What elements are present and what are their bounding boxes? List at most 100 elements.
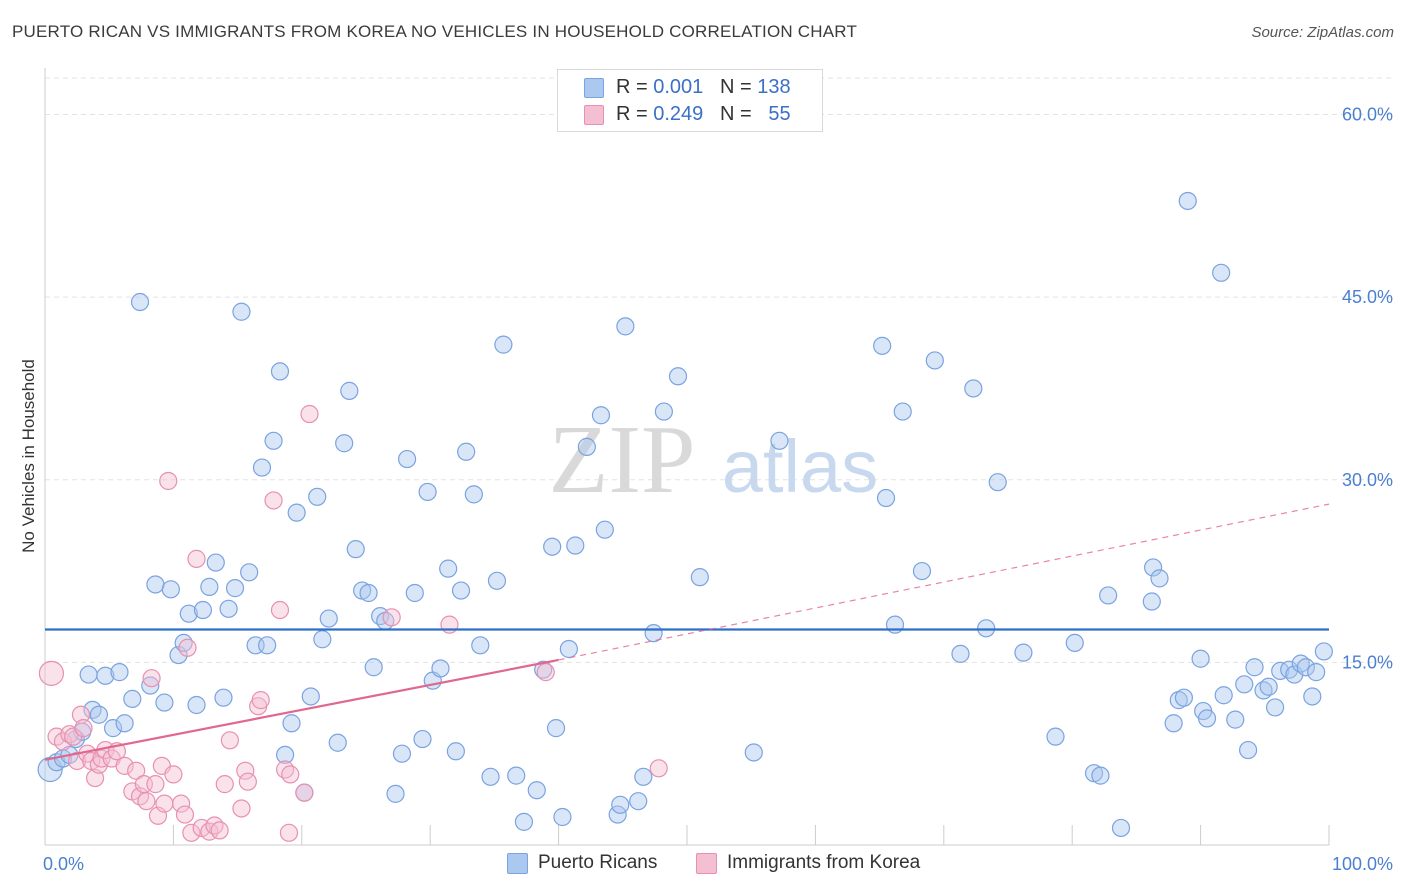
data-point <box>308 487 327 506</box>
data-point <box>654 402 673 421</box>
data-point <box>287 503 306 522</box>
data-point <box>1142 592 1161 611</box>
data-point <box>457 442 476 461</box>
data-point <box>1111 818 1131 838</box>
data-point <box>925 351 944 370</box>
legend-swatch-pink <box>584 105 604 125</box>
data-point <box>123 689 142 709</box>
data-point <box>110 663 129 682</box>
data-point <box>1296 658 1315 677</box>
chart-source: Source: ZipAtlas.com <box>1251 24 1394 41</box>
chart-title: PUERTO RICAN VS IMMIGRANTS FROM KOREA NO… <box>12 22 858 41</box>
data-point <box>295 783 314 802</box>
data-point <box>200 577 219 596</box>
data-point <box>182 823 201 842</box>
data-point <box>232 799 251 818</box>
legend-r-value: 0.001 <box>653 76 704 98</box>
data-point <box>264 431 283 450</box>
data-point <box>300 404 319 424</box>
data-point <box>873 336 892 355</box>
y-tick-label: 15.0% <box>1342 652 1393 672</box>
data-point <box>546 719 566 738</box>
axes <box>44 68 1330 846</box>
data-point <box>225 579 245 598</box>
data-point <box>1046 727 1065 746</box>
data-point <box>319 609 338 628</box>
data-point <box>240 563 259 582</box>
data-point <box>690 568 709 587</box>
data-point <box>141 676 160 695</box>
data-point <box>89 705 109 724</box>
data-point <box>770 431 789 450</box>
data-point <box>172 794 191 813</box>
data-point <box>1091 766 1110 785</box>
data-point <box>193 600 213 620</box>
data-point <box>527 781 546 800</box>
data-point <box>1143 558 1163 577</box>
data-point <box>301 687 320 706</box>
watermark-zip: ZIP <box>549 406 696 514</box>
data-point <box>494 335 513 354</box>
data-point <box>1285 665 1304 684</box>
data-point <box>53 732 73 751</box>
data-point <box>988 473 1007 492</box>
data-point <box>1150 569 1169 588</box>
data-point <box>487 571 507 590</box>
data-point <box>71 705 91 724</box>
bottom-legend-label: Puerto Ricans <box>538 852 658 873</box>
data-point <box>130 292 150 312</box>
x-tick-label: 0.0% <box>43 854 84 874</box>
data-point <box>276 760 295 779</box>
data-point <box>214 688 233 707</box>
data-point <box>964 379 983 398</box>
data-point <box>313 630 332 649</box>
data-point <box>146 775 165 794</box>
data-point <box>364 658 383 677</box>
data-point <box>595 520 614 539</box>
trend-lines <box>44 503 1330 761</box>
data-point <box>386 784 405 803</box>
legend-n-label: N = <box>719 76 752 98</box>
data-point <box>220 731 239 750</box>
data-point <box>146 575 165 594</box>
data-point <box>137 792 156 811</box>
data-point <box>96 666 115 685</box>
data-point <box>439 559 458 578</box>
data-point <box>1212 263 1231 282</box>
data-point <box>142 669 161 688</box>
legend-n-value: 55 <box>768 103 791 125</box>
data-point <box>392 744 412 763</box>
data-point <box>115 714 134 733</box>
data-point <box>74 719 93 738</box>
data-point <box>1235 675 1254 694</box>
data-point <box>543 537 562 556</box>
data-point <box>397 449 417 469</box>
data-point <box>382 608 401 627</box>
data-point <box>1191 649 1210 668</box>
watermark: ZIP atlas <box>549 406 879 514</box>
data-point <box>418 482 437 502</box>
data-point <box>205 816 224 835</box>
data-point <box>340 381 359 400</box>
data-point <box>634 767 653 786</box>
data-point <box>559 639 578 659</box>
series-puerto-ricans-points <box>37 191 1333 838</box>
trend-line-korea-dashed <box>558 503 1330 661</box>
data-point <box>405 583 424 603</box>
data-point <box>744 743 763 762</box>
data-point <box>616 317 635 336</box>
data-point <box>79 665 98 684</box>
data-point <box>127 761 146 780</box>
data-point <box>179 604 198 623</box>
data-point <box>514 812 534 831</box>
data-point <box>264 491 283 510</box>
data-point <box>270 362 290 381</box>
data-point <box>1314 642 1333 661</box>
data-point <box>238 772 257 791</box>
data-point <box>187 549 206 568</box>
data-point <box>279 823 299 842</box>
data-point <box>103 719 123 738</box>
data-point <box>206 553 225 572</box>
data-point <box>1197 709 1217 728</box>
legend-r-label: R = <box>616 103 648 125</box>
